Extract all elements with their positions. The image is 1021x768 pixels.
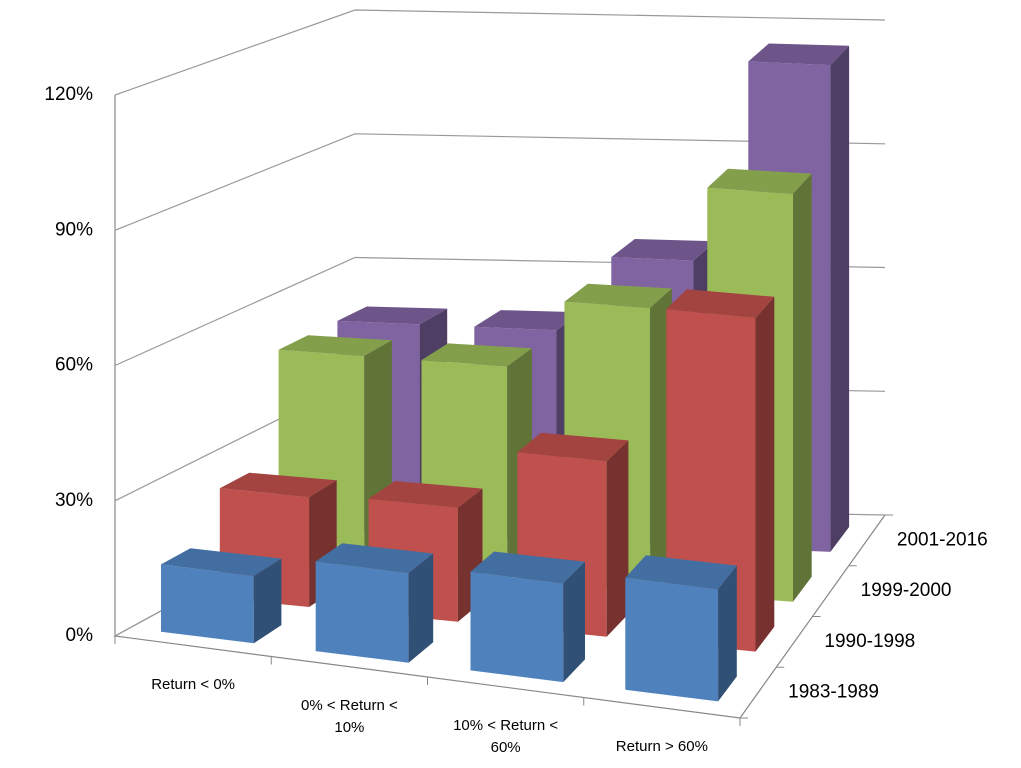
y-tick-label: 30% xyxy=(55,490,93,511)
grid-line xyxy=(114,133,886,231)
bar-top xyxy=(707,168,812,194)
x-tick-label: Return > 60% xyxy=(615,737,708,755)
bar-top xyxy=(625,555,737,590)
bar-top xyxy=(748,43,850,66)
bar xyxy=(625,555,737,702)
bar-front xyxy=(161,564,254,644)
bar-top xyxy=(611,239,716,261)
bar-front xyxy=(625,577,719,702)
bar xyxy=(161,548,282,644)
bar xyxy=(315,543,434,663)
bar-side xyxy=(718,565,737,702)
bar-side xyxy=(830,45,850,552)
bar-side xyxy=(755,296,775,652)
x-tick-label: 0% < Return < 10% xyxy=(301,696,398,736)
bar-top xyxy=(219,472,337,498)
series-label: 2001-2016 xyxy=(897,529,988,550)
series-label: 1983-1989 xyxy=(788,682,879,703)
bar-top xyxy=(421,343,532,367)
bar-top xyxy=(161,548,282,576)
bar-top xyxy=(517,432,629,462)
bar-top xyxy=(278,335,392,356)
bar xyxy=(470,551,585,683)
bar-top xyxy=(470,551,585,584)
series-label: 1999-2000 xyxy=(861,580,952,601)
bar-top xyxy=(368,481,483,508)
bar-top xyxy=(315,543,434,573)
bar-top xyxy=(337,306,448,325)
bar-front xyxy=(315,561,409,663)
y-tick-label: 60% xyxy=(55,355,93,376)
bar-side xyxy=(563,561,585,683)
bar-front xyxy=(470,571,564,683)
y-tick-label: 120% xyxy=(44,84,93,105)
bar-top xyxy=(564,283,672,308)
bar-top xyxy=(474,310,582,331)
bar-side xyxy=(793,173,812,602)
x-tick-label: 10% < Return < 60% xyxy=(453,717,559,757)
y-tick-label: 0% xyxy=(66,625,94,646)
bar-top xyxy=(666,289,775,319)
series-label: 1990-1998 xyxy=(824,631,915,652)
bar-side xyxy=(408,553,434,663)
y-tick-label: 90% xyxy=(55,219,93,240)
bar-side xyxy=(253,558,282,644)
grid-line xyxy=(114,9,886,96)
bar-side xyxy=(606,440,629,637)
x-tick-label: Return < 0% xyxy=(151,676,236,694)
